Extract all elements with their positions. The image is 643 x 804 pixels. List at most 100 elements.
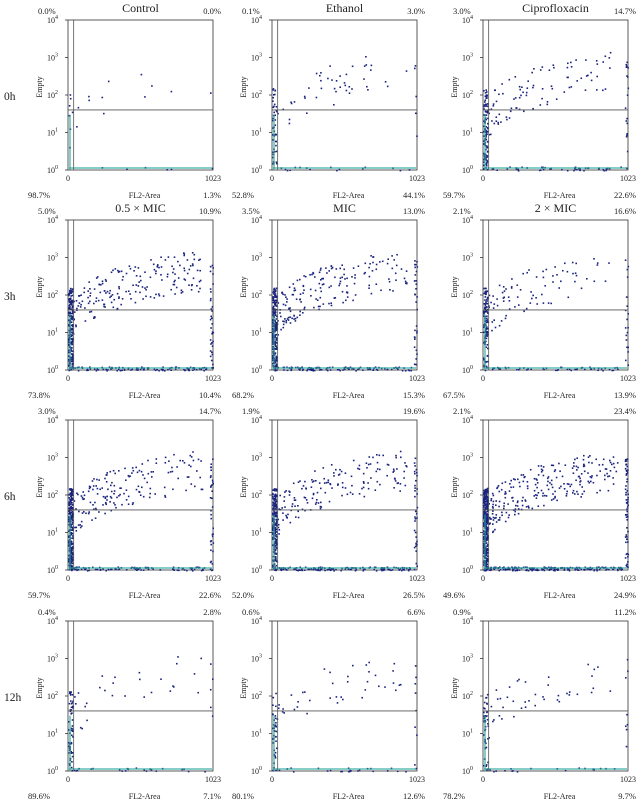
- scatter-point: [71, 755, 74, 758]
- scatter-point: [627, 499, 629, 501]
- scatter-point: [484, 302, 487, 305]
- scatter-point: [502, 568, 505, 571]
- scatter-point: [537, 569, 540, 571]
- scatter-point: [370, 64, 373, 67]
- scatter-point: [625, 677, 627, 679]
- scatter-point: [319, 569, 321, 572]
- scatter-point: [498, 569, 500, 572]
- scatter-point: [72, 537, 74, 539]
- scatter-point: [527, 80, 529, 82]
- scatter-point: [604, 280, 607, 282]
- scatter-point: [210, 663, 212, 665]
- scatter-point: [590, 71, 592, 74]
- scatter-point: [211, 167, 214, 170]
- scatter-point: [505, 511, 508, 514]
- scatter-point: [522, 496, 524, 499]
- scatter-point: [606, 568, 608, 570]
- scatter-point: [554, 469, 557, 471]
- scatter-point: [490, 568, 493, 571]
- scatter-point: [71, 341, 74, 343]
- scatter-point: [160, 274, 162, 276]
- dense-left-edge: [484, 514, 486, 570]
- scatter-point: [486, 504, 489, 507]
- scatter-point: [190, 456, 193, 458]
- scatter-point: [171, 466, 173, 469]
- scatter-point: [416, 517, 418, 519]
- scatter-point: [284, 304, 287, 307]
- scatter-point: [282, 303, 285, 306]
- scatter-point: [346, 277, 348, 280]
- dense-left-edge: [273, 114, 275, 170]
- scatter-point: [71, 300, 74, 303]
- scatter-point: [293, 499, 296, 501]
- scatter-point: [139, 368, 142, 371]
- y-tick-label: 103: [462, 53, 473, 63]
- scatter-point: [487, 297, 489, 300]
- scatter-point: [529, 468, 532, 471]
- scatter-point: [209, 350, 212, 352]
- scatter-point: [276, 315, 278, 318]
- scatter-point: [485, 95, 488, 98]
- scatter-point: [596, 75, 598, 78]
- scatter-point: [75, 300, 78, 302]
- scatter-point: [520, 707, 523, 709]
- scatter-point: [566, 483, 569, 485]
- scatter-point: [376, 369, 379, 371]
- scatter-point: [70, 338, 73, 340]
- scatter-point: [299, 569, 302, 571]
- scatter-point: [104, 502, 107, 504]
- scatter-point: [272, 313, 275, 315]
- y-tick-label: 102: [47, 90, 58, 100]
- scatter-point: [415, 283, 418, 285]
- scatter-point: [525, 94, 528, 97]
- scatter-point: [275, 528, 277, 531]
- scatter-point: [120, 369, 123, 372]
- scatter-point: [272, 489, 274, 491]
- scatter-point: [276, 324, 278, 326]
- scatter-point: [68, 542, 70, 544]
- scatter-point: [312, 370, 315, 372]
- scatter-point: [501, 291, 504, 294]
- scatter-point: [305, 499, 308, 501]
- scatter-point: [498, 490, 501, 493]
- scatter-point: [191, 263, 194, 265]
- scatter-point: [68, 311, 70, 314]
- scatter-point: [367, 482, 369, 484]
- scatter-point: [69, 298, 71, 301]
- scatter-point: [404, 462, 406, 464]
- scatter-point: [70, 700, 72, 702]
- scatter-point: [393, 259, 395, 261]
- scatter-point: [567, 296, 570, 299]
- scatter-point: [349, 568, 352, 571]
- scatter-point: [274, 352, 277, 354]
- scatter-point: [625, 334, 628, 337]
- scatter-point: [378, 685, 380, 688]
- y-tick-exponent: 4: [55, 15, 58, 21]
- scatter-point: [286, 369, 289, 372]
- scatter-point: [70, 507, 72, 509]
- scatter-point: [626, 61, 628, 64]
- scatter-point: [556, 699, 559, 701]
- scatter-point: [273, 498, 275, 501]
- scatter-point: [611, 369, 614, 372]
- scatter-point: [407, 369, 410, 371]
- scatter-point: [403, 569, 405, 571]
- pct-lower-right: 13.9%: [614, 390, 636, 400]
- scatter-point: [119, 493, 121, 496]
- scatter-point: [132, 469, 135, 472]
- scatter-point: [516, 771, 519, 773]
- scatter-point: [591, 475, 593, 477]
- scatter-point: [188, 268, 191, 271]
- dense-baseline: [273, 567, 416, 569]
- scatter-point: [372, 256, 374, 258]
- scatter-point: [485, 511, 487, 513]
- row-label-0h: 0h: [4, 91, 16, 103]
- scatter-point: [485, 569, 488, 572]
- scatter-point: [275, 692, 277, 695]
- scatter-point: [354, 569, 357, 572]
- scatter-point: [70, 350, 73, 352]
- scatter-point: [319, 507, 322, 510]
- scatter-point: [496, 298, 498, 300]
- scatter-point: [522, 272, 524, 275]
- scatter-point: [113, 484, 116, 487]
